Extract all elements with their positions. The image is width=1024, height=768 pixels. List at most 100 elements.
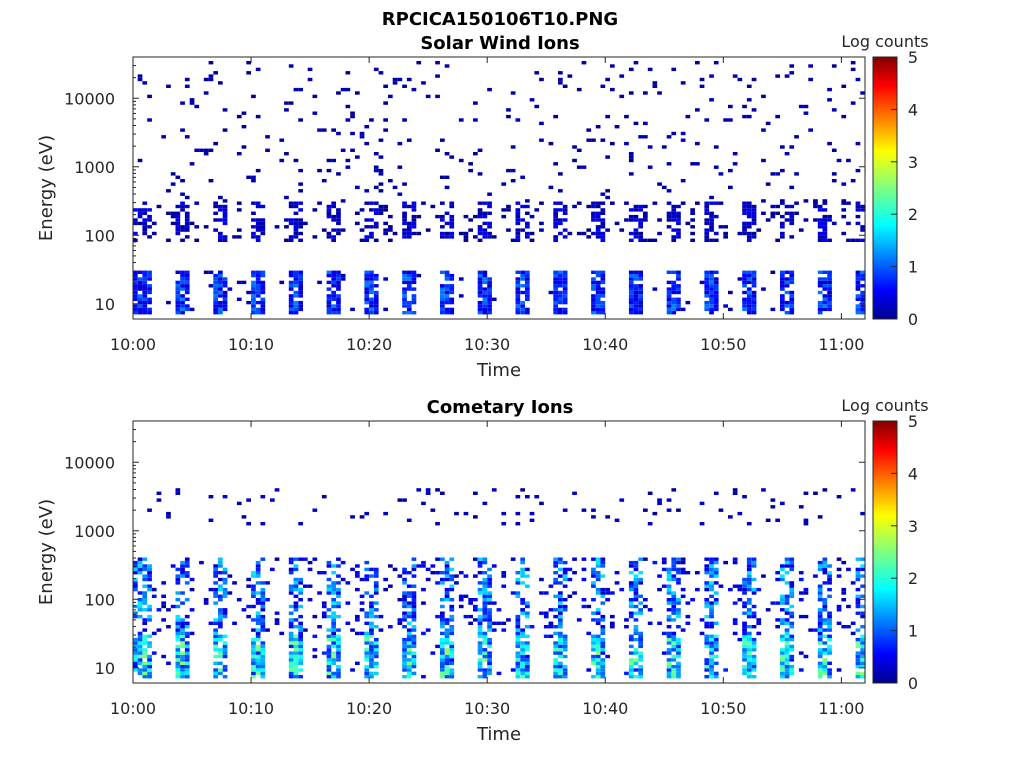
heatmap-cell — [487, 637, 492, 642]
heatmap-cell — [817, 671, 823, 676]
heatmap-cell — [477, 587, 483, 592]
heatmap-cell — [558, 651, 563, 655]
heatmap-cell — [482, 658, 488, 662]
heatmap-cell — [746, 304, 752, 308]
heatmap-cell — [373, 307, 379, 312]
heatmap-cell — [704, 211, 710, 215]
heatmap-cell — [203, 270, 209, 274]
heatmap-cell — [780, 564, 785, 568]
heatmap-cell — [501, 182, 507, 186]
heatmap-cell — [633, 204, 639, 209]
heatmap-cell — [737, 598, 743, 602]
heatmap-cell — [780, 675, 785, 679]
heatmap-cell — [704, 598, 710, 602]
heatmap-cell — [189, 577, 195, 582]
heatmap-cell — [345, 118, 351, 122]
heatmap-cell — [525, 584, 530, 588]
heatmap-cell — [444, 175, 450, 179]
heatmap-cell — [813, 199, 818, 203]
heatmap-cell — [440, 287, 445, 291]
heatmap-cell — [784, 204, 790, 209]
heatmap-cell — [638, 577, 643, 582]
heatmap-cell — [288, 631, 294, 636]
heatmap-cell — [780, 297, 785, 301]
heatmap-cell — [473, 557, 478, 561]
heatmap-cell — [756, 228, 762, 232]
heatmap-cell — [562, 307, 568, 312]
heatmap-cell — [440, 618, 445, 622]
heatmap-cell — [487, 641, 492, 645]
heatmap-cell — [728, 587, 733, 592]
heatmap-cell — [520, 648, 525, 652]
heatmap-cell — [246, 584, 251, 588]
heatmap-cell — [746, 608, 752, 612]
heatmap-cell — [260, 628, 266, 632]
heatmap-cell — [666, 668, 672, 672]
heatmap-cell — [180, 591, 185, 595]
heatmap-cell — [222, 128, 228, 132]
heatmap-cell — [671, 567, 677, 572]
heatmap-cell — [704, 270, 710, 274]
heatmap-cell — [137, 641, 143, 645]
heatmap-cell — [373, 571, 379, 575]
heatmap-cell — [255, 591, 261, 595]
heatmap-cell — [298, 182, 303, 186]
heatmap-cell — [326, 204, 332, 209]
heatmap-cell — [251, 211, 256, 215]
heatmap-cell — [491, 488, 497, 492]
heatmap-cell — [255, 273, 261, 278]
heatmap-cell — [416, 488, 422, 492]
heatmap-cell — [203, 601, 209, 605]
heatmap-cell — [525, 280, 530, 285]
heatmap-cell — [539, 138, 544, 142]
heatmap-cell — [435, 644, 440, 649]
heatmap-cell — [789, 304, 795, 308]
heatmap-cell — [222, 571, 228, 575]
heatmap-cell — [553, 287, 558, 291]
heatmap-cell — [638, 311, 643, 315]
heatmap-cell — [255, 201, 261, 205]
heatmap-cell — [520, 304, 525, 308]
heatmap-cell — [751, 218, 757, 222]
heatmap-cell — [458, 604, 464, 609]
heatmap-cell — [855, 644, 861, 649]
heatmap-cell — [435, 557, 440, 561]
heatmap-cell — [473, 214, 478, 219]
heatmap-cell — [510, 145, 516, 149]
heatmap-cell — [751, 591, 757, 595]
heatmap-cell — [477, 634, 483, 638]
heatmap-cell — [175, 651, 181, 655]
heatmap-cell — [600, 637, 606, 642]
heatmap-cell — [789, 671, 795, 676]
heatmap-cell — [236, 297, 242, 301]
heatmap-cell — [680, 179, 686, 183]
heatmap-cell — [709, 228, 714, 232]
heatmap-cell — [406, 287, 412, 291]
heatmap-cell — [709, 284, 714, 288]
heatmap-cell — [232, 235, 237, 239]
y-tick-label: 10000 — [64, 89, 115, 108]
heatmap-cell — [605, 587, 610, 592]
heatmap-cell — [600, 671, 606, 676]
heatmap-cell — [180, 567, 185, 572]
heatmap-cell — [520, 608, 525, 612]
heatmap-cell — [449, 604, 455, 609]
heatmap-cell — [836, 621, 842, 625]
heatmap-cell — [666, 218, 672, 222]
heatmap-cell — [373, 311, 379, 315]
heatmap-cell — [666, 311, 672, 315]
heatmap-cell — [307, 77, 313, 82]
heatmap-cell — [255, 598, 261, 602]
heatmap-cell — [798, 651, 804, 655]
heatmap-cell — [520, 628, 525, 632]
heatmap-cell — [260, 661, 266, 665]
heatmap-cell — [175, 284, 181, 288]
heatmap-cell — [236, 280, 242, 285]
heatmap-cell — [553, 225, 558, 229]
heatmap-cell — [487, 591, 492, 595]
heatmap-cell — [827, 587, 832, 592]
heatmap-cell — [860, 277, 865, 281]
heatmap-cell — [676, 644, 681, 649]
heatmap-cell — [369, 201, 374, 205]
heatmap-cell — [137, 654, 143, 659]
